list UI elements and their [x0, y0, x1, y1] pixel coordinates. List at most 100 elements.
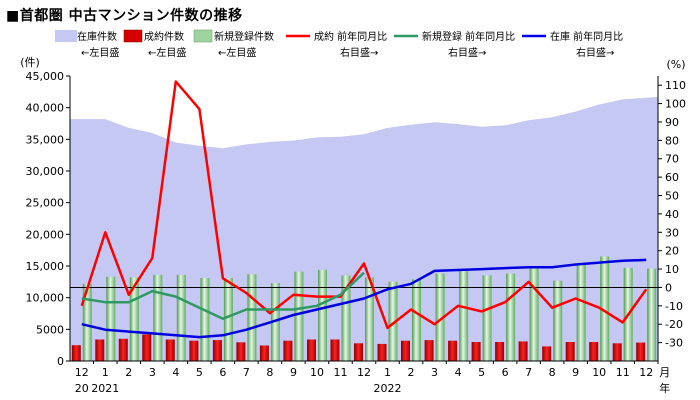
bar-contracts — [354, 343, 363, 361]
bar-contracts — [495, 342, 505, 361]
x-tick-label: 4 — [172, 366, 179, 379]
right-tick-label: -30 — [665, 337, 683, 350]
x-year-suffix: 年 — [659, 381, 670, 395]
x-year-label: 2022 — [374, 382, 402, 395]
line-contracts-yoy — [80, 80, 648, 330]
x-year-label: 2021 — [91, 382, 119, 395]
legend-note: 右目盛→ — [448, 46, 486, 59]
right-tick-label: 60 — [665, 171, 679, 184]
line-inventory-yoy — [81, 258, 647, 339]
legend-note: 右目盛→ — [576, 46, 614, 59]
x-tick-label: 1 — [102, 366, 109, 379]
right-tick-label: 30 — [665, 226, 679, 239]
bar-contracts — [95, 339, 105, 361]
bar-contracts — [424, 340, 434, 361]
x-tick-label: 3 — [431, 366, 438, 379]
bar-contracts — [212, 340, 222, 361]
bar-new-listings — [153, 274, 163, 361]
right-tick-label: 10 — [665, 263, 679, 276]
right-tick-label: 20 — [665, 245, 679, 258]
x-tick-label: 7 — [525, 366, 532, 379]
bar-contracts — [636, 342, 646, 361]
bar-contracts — [165, 339, 175, 361]
bar-new-listings — [459, 271, 469, 361]
legend-label: 新規登録件数 — [214, 30, 274, 43]
legend-note: ←左目盛 — [148, 46, 186, 59]
x-tick-label: 11 — [616, 366, 630, 379]
bar-contracts — [259, 345, 269, 361]
left-axis-unit: (件) — [20, 56, 40, 69]
x-tick-label: 7 — [243, 366, 250, 379]
x-tick-label: 9 — [572, 366, 579, 379]
chart-title: ■首都圏 中古マンション件数の推移 — [6, 8, 243, 24]
bar-new-listings — [647, 268, 657, 361]
bar-new-listings — [341, 275, 351, 361]
bar-new-listings — [576, 263, 586, 361]
x-tick-label: 2 — [125, 366, 132, 379]
bar-contracts — [142, 334, 152, 361]
bar-contracts — [589, 342, 599, 361]
bar-new-listings — [294, 271, 304, 361]
bar-contracts — [542, 346, 552, 361]
x-tick-label: 8 — [549, 366, 556, 379]
x-tick-label: 12 — [75, 366, 89, 379]
left-tick-label: 15,000 — [26, 260, 65, 273]
bar-contracts — [565, 342, 575, 361]
x-tick-label: 4 — [455, 366, 462, 379]
left-tick-label: 25,000 — [26, 197, 65, 210]
bar-new-listings — [482, 275, 492, 361]
right-tick-label: -10 — [665, 300, 683, 313]
left-tick-label: 30,000 — [26, 165, 65, 178]
bar-contracts — [377, 343, 387, 361]
bar-contracts — [189, 340, 199, 361]
bar-contracts — [71, 345, 81, 361]
bar-new-listings — [129, 277, 139, 361]
x-tick-label: 8 — [266, 366, 273, 379]
right-axis-unit: (%) — [666, 58, 685, 71]
bar-contracts — [401, 340, 410, 361]
left-tick-label: 35,000 — [26, 133, 65, 146]
x-tick-label: 5 — [478, 366, 485, 379]
bar-new-listings — [200, 278, 210, 361]
bar-contracts — [236, 342, 246, 361]
bar-contracts — [307, 339, 316, 361]
legend-note: ←左目盛 — [81, 46, 119, 59]
legend-note: ←左目盛 — [218, 46, 256, 59]
right-tick-label: 80 — [665, 134, 679, 147]
right-tick-label: 40 — [665, 208, 679, 221]
x-tick-label: 9 — [290, 366, 297, 379]
left-tick-label: 5000 — [36, 323, 64, 336]
legend-label: 新規登録 前年同月比 — [422, 30, 515, 43]
bar-new-listings — [270, 283, 280, 361]
x-tick-label: 3 — [149, 366, 156, 379]
right-tick-label: 100 — [665, 98, 686, 111]
left-tick-label: 10,000 — [26, 292, 65, 305]
bar-new-listings — [82, 283, 92, 361]
bar-new-listings — [506, 273, 516, 361]
left-tick-label: 45,000 — [26, 70, 65, 83]
bar-contracts — [448, 340, 458, 361]
x-tick-label: 10 — [592, 366, 606, 379]
legend-label: 在庫 前年同月比 — [550, 30, 623, 43]
x-tick-label: 11 — [333, 366, 347, 379]
bar-new-listings — [553, 280, 563, 361]
legend-label: 在庫件数 — [77, 30, 117, 43]
bar-new-listings — [223, 278, 233, 361]
x-tick-label: 10 — [310, 366, 324, 379]
bar-new-listings — [247, 274, 257, 361]
bar-new-listings — [176, 274, 186, 361]
bar-new-listings — [435, 273, 445, 361]
right-tick-label: 50 — [665, 190, 679, 203]
bar-contracts — [518, 341, 528, 361]
bar-contracts — [471, 342, 481, 361]
x-tick-label: 12 — [639, 366, 653, 379]
bar-contracts — [283, 340, 293, 361]
bar-new-listings — [529, 266, 539, 361]
left-tick-label: 0 — [57, 355, 64, 368]
x-month-suffix: 月 — [659, 366, 670, 379]
x-tick-label: 6 — [219, 366, 226, 379]
x-tick-label: 12 — [357, 366, 371, 379]
right-tick-label: 70 — [665, 153, 679, 166]
right-tick-label: 0 — [665, 281, 672, 294]
